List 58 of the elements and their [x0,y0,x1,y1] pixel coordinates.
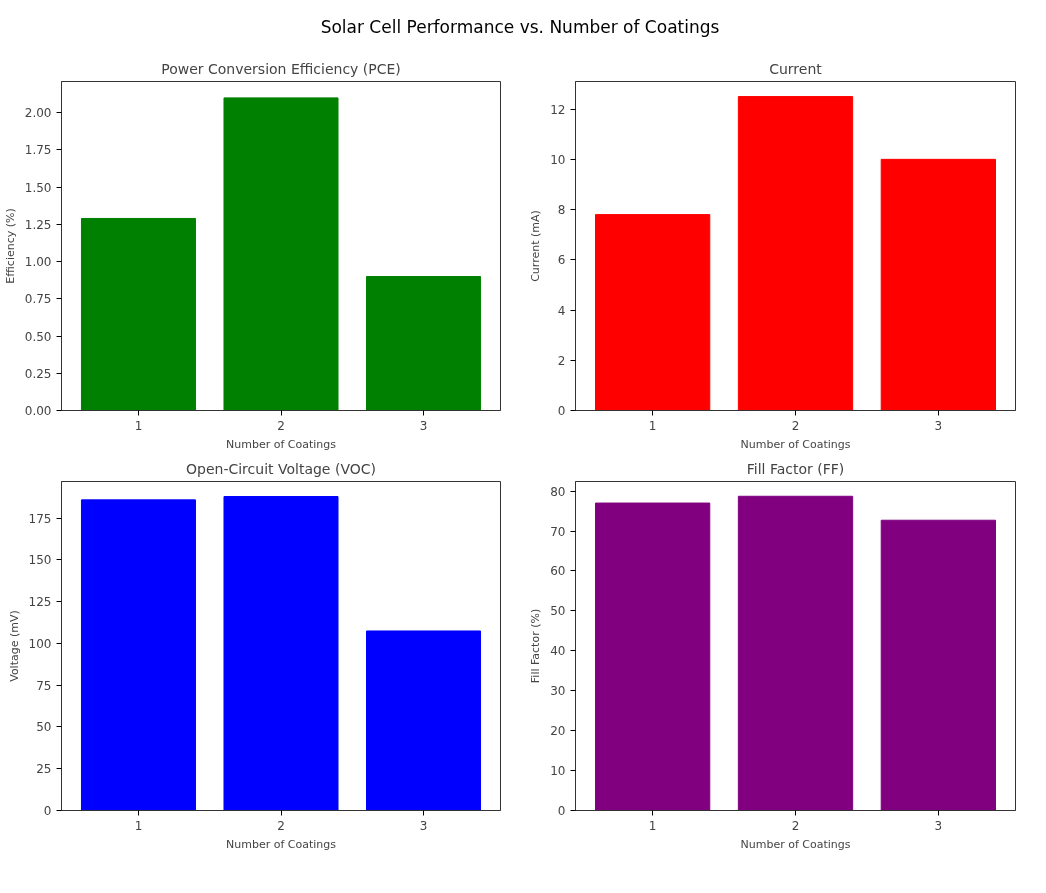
y-tick-label: 10 [550,764,566,779]
y-tick-label: 150 [28,553,52,568]
chart-title: Power Conversion Efficiency (PCE) [161,60,401,77]
y-tick-label: 0 [557,804,566,819]
y-tick-label: 175 [28,512,52,527]
y-tick-label: 10 [550,153,566,168]
y-tick-label: 80 [550,484,566,499]
text: Solar Cell Performance vs. Number of Coatings [320,16,720,39]
x-tick-label: 2 [791,818,800,833]
y-tick-label: 125 [28,595,52,610]
y-tick-label: 30 [550,684,566,699]
chart-title: Fill Factor (FF) [746,460,845,477]
y-tick-label: 20 [550,724,566,739]
y-tick-label: 4 [557,303,566,318]
y-tick-label: 0 [43,804,52,819]
y-tick-label: 100 [28,637,52,652]
x-axis-title: Number of Coatings [740,437,851,451]
x-tick-label: 3 [934,818,943,833]
x-tick-label: 1 [648,418,657,433]
y-axis-title: Voltage (mV) [7,610,21,683]
y-tick-label: 0 [557,404,566,419]
y-axis-title: Current (mA) [529,210,543,283]
y-tick-label: 50 [36,720,52,735]
y-axis-title: Fill Factor (%) [529,609,543,684]
y-tick-label: 0.50 [24,329,52,344]
y-tick-label: 50 [550,604,566,619]
x-tick-label: 3 [419,418,428,433]
y-tick-label: 0.75 [24,292,52,307]
x-axis-title: Number of Coatings [226,437,337,451]
x-tick-label: 3 [419,818,428,833]
y-tick-label: 40 [550,644,566,659]
y-tick-label: 1.75 [24,143,52,158]
y-tick-label: 1.50 [24,180,52,195]
x-tick-label: 1 [648,818,657,833]
y-tick-label: 25 [36,762,52,777]
y-tick-label: 6 [557,253,566,268]
y-tick-label: 0.00 [24,404,52,419]
y-tick-label: 75 [36,679,52,694]
y-tick-label: 2 [557,354,566,369]
x-tick-label: 2 [277,418,285,433]
y-axis-title: Efficiency (%) [3,208,17,285]
chart-title: Current [769,60,823,77]
x-axis-title: Number of Coatings [226,837,337,851]
x-tick-label: 1 [134,818,143,833]
y-tick-label: 70 [550,524,566,539]
y-tick-label: 0.25 [24,367,52,382]
y-tick-label: 1.25 [24,218,52,233]
y-tick-label: 8 [557,203,566,218]
x-tick-label: 2 [791,418,800,433]
y-tick-label: 60 [550,564,566,579]
chart-title: Open-Circuit Voltage (VOC) [186,460,376,477]
y-tick-label: 2.00 [24,106,52,121]
x-axis-title: Number of Coatings [740,837,851,851]
y-tick-label: 1.00 [24,255,52,270]
x-tick-label: 1 [134,418,143,433]
y-tick-label: 12 [550,102,566,117]
x-tick-label: 2 [277,818,285,833]
x-tick-label: 3 [934,418,943,433]
